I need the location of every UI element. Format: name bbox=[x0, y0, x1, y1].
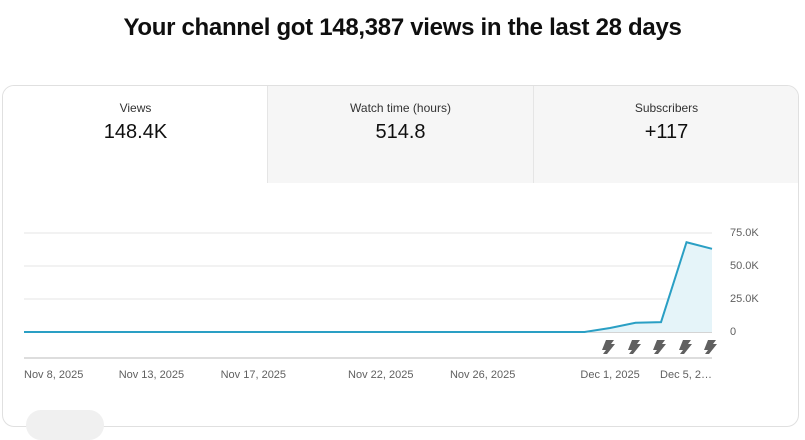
chart: 0 25.0K 50.0K 75.0K Nov 8, 2025 Nov 13, 2025 N… bbox=[24, 227, 759, 381]
tab[interactable]: Views 148.4K bbox=[3, 86, 268, 183]
y-tick-label: 50.0K bbox=[730, 260, 759, 272]
shorts-icon bbox=[602, 340, 615, 354]
shorts-icon bbox=[653, 340, 666, 354]
tab-value: 514.8 bbox=[375, 121, 426, 143]
x-tick-label: Nov 17, 2025 bbox=[221, 369, 286, 381]
tab-label: Watch time (hours) bbox=[350, 101, 451, 115]
shorts-icon bbox=[628, 340, 641, 354]
x-tick-label: Nov 8, 2025 bbox=[24, 369, 83, 381]
tab[interactable]: Subscribers +117 bbox=[533, 86, 798, 183]
tab-value: 148.4K bbox=[103, 121, 168, 143]
x-tick-label: Nov 13, 2025 bbox=[119, 369, 184, 381]
line bbox=[24, 241, 713, 333]
tab-value: +117 bbox=[644, 121, 689, 143]
shorts-icons bbox=[602, 340, 717, 354]
tab-label: Views bbox=[119, 101, 152, 115]
x-tick-label: Dec 1, 2025 bbox=[580, 369, 639, 381]
page: Your channel got 148,387 views in the la… bbox=[2, 14, 799, 440]
y-tick-label: 25.0K bbox=[730, 293, 759, 305]
shorts-icon bbox=[679, 340, 692, 354]
shorts-icon bbox=[704, 340, 717, 354]
x-tick-label: Nov 26, 2025 bbox=[450, 369, 515, 381]
button[interactable] bbox=[26, 410, 104, 440]
y-tick-label: 0 bbox=[730, 326, 736, 338]
tab-label: Subscribers bbox=[634, 101, 699, 115]
analytics-card: Views 148.4K Watch time (hours) 514.8 Su… bbox=[2, 85, 799, 427]
area bbox=[24, 242, 712, 332]
page-title: Your channel got 148,387 views in the la… bbox=[123, 14, 682, 41]
x-tick-label: Nov 22, 2025 bbox=[348, 369, 413, 381]
tab[interactable]: Watch time (hours) 514.8 bbox=[267, 86, 533, 183]
x-tick-label: Dec 5, 2… bbox=[660, 369, 712, 381]
y-tick-label: 75.0K bbox=[730, 227, 759, 239]
